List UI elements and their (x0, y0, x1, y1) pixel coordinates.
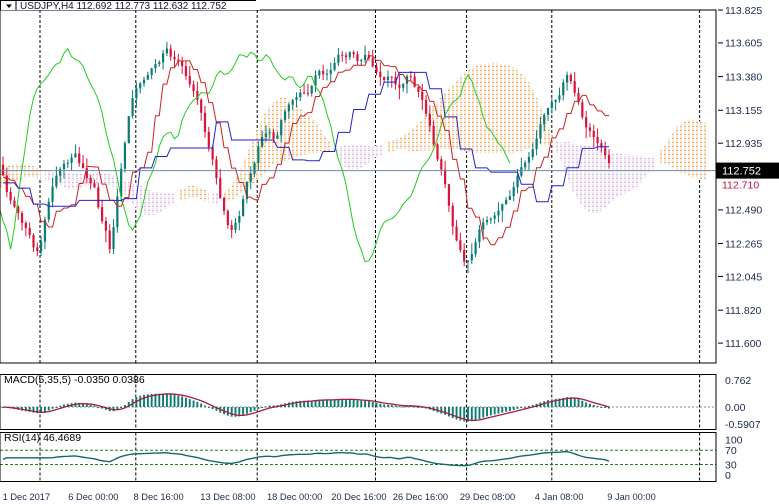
svg-text:4 Jan 08:00: 4 Jan 08:00 (535, 492, 584, 502)
svg-text:13 Dec 08:00: 13 Dec 08:00 (200, 492, 255, 502)
svg-text:29 Dec 08:00: 29 Dec 08:00 (460, 492, 515, 502)
svg-text:MACD(5,35,5) -0.0350 0.0386: MACD(5,35,5) -0.0350 0.0386 (4, 374, 145, 386)
svg-text:26 Dec 16:00: 26 Dec 16:00 (393, 492, 448, 502)
svg-text:113.825: 113.825 (725, 5, 762, 17)
svg-text:1 Dec 2017: 1 Dec 2017 (3, 492, 51, 502)
svg-text:70: 70 (725, 445, 737, 457)
svg-text:8 Dec 16:00: 8 Dec 16:00 (134, 492, 184, 502)
svg-text:6 Dec 00:00: 6 Dec 00:00 (68, 492, 118, 502)
svg-text:0.762: 0.762 (725, 375, 751, 387)
svg-text:112.752: 112.752 (722, 166, 761, 178)
svg-text:112.045: 112.045 (725, 271, 762, 283)
svg-text:20 Dec 16:00: 20 Dec 16:00 (331, 492, 386, 502)
svg-text:-0.5907: -0.5907 (725, 419, 761, 431)
svg-text:113.605: 113.605 (725, 38, 762, 50)
svg-text:9 Jan 00:00: 9 Jan 00:00 (607, 492, 656, 502)
svg-text:111.600: 111.600 (725, 338, 762, 350)
svg-text:111.820: 111.820 (725, 305, 762, 317)
svg-text:18 Dec 00:00: 18 Dec 00:00 (267, 492, 322, 502)
svg-text:112.935: 112.935 (725, 138, 762, 150)
svg-text:112.265: 112.265 (725, 238, 762, 250)
svg-text:RSI(14) 46.4689: RSI(14) 46.4689 (4, 432, 81, 444)
svg-text:112.490: 112.490 (725, 205, 762, 217)
svg-text:112.710: 112.710 (722, 180, 759, 192)
svg-text:113.155: 113.155 (725, 105, 762, 117)
svg-text:USDJPY,H4 112.692 112.773 112: USDJPY,H4 112.692 112.773 112.632 112.75… (20, 1, 227, 12)
svg-text:113.380: 113.380 (725, 71, 762, 83)
svg-text:0: 0 (725, 470, 731, 482)
svg-text:0.00: 0.00 (725, 402, 746, 414)
